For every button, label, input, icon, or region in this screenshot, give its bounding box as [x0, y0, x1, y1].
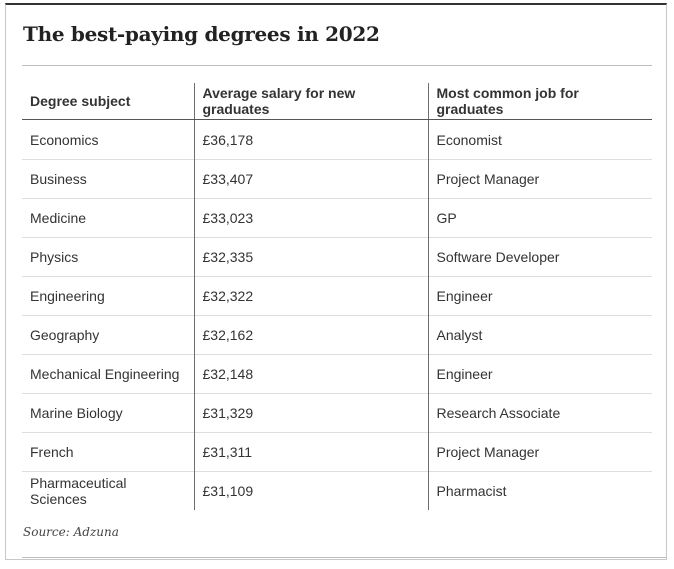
job-cell: GP	[427, 198, 652, 238]
salary-cell: £31,329	[193, 393, 428, 433]
degree-cell: Medicine	[22, 198, 194, 238]
table-row: Economics £36,178 Economist	[22, 119, 652, 160]
job-cell: Engineer	[427, 276, 652, 316]
table-row: Mechanical Engineering £32,148 Engineer	[22, 354, 652, 394]
degree-cell: Geography	[22, 315, 194, 355]
chart-card: The best-paying degrees in 2022 Degree s…	[5, 3, 667, 560]
column-header-salary: Average salary for new graduates	[193, 83, 428, 120]
table-body: Economics £36,178 Economist Business £33,407…	[22, 119, 652, 510]
salary-cell: £32,335	[193, 237, 428, 277]
salary-cell: £36,178	[193, 119, 428, 160]
table-row: Physics £32,335 Software Developer	[22, 237, 652, 277]
job-cell: Project Manager	[427, 159, 652, 199]
job-cell: Pharmacist	[427, 471, 652, 510]
salary-cell: £31,311	[193, 432, 428, 472]
salary-cell: £32,162	[193, 315, 428, 355]
salary-table: Degree subject Average salary for new gr…	[22, 83, 652, 510]
salary-cell: £33,407	[193, 159, 428, 199]
title-divider	[22, 65, 652, 66]
table-row: Medicine £33,023 GP	[22, 198, 652, 238]
table-row: Pharmaceutical Sciences £31,109 Pharmacist	[22, 471, 652, 510]
job-cell: Software Developer	[427, 237, 652, 277]
degree-cell: Pharmaceutical Sciences	[22, 471, 194, 510]
degree-cell: Mechanical Engineering	[22, 354, 194, 394]
bottom-divider	[22, 557, 667, 558]
job-cell: Project Manager	[427, 432, 652, 472]
job-cell: Analyst	[427, 315, 652, 355]
degree-cell: Marine Biology	[22, 393, 194, 433]
salary-cell: £32,148	[193, 354, 428, 394]
table-row: Business £33,407 Project Manager	[22, 159, 652, 199]
table-row: French £31,311 Project Manager	[22, 432, 652, 472]
degree-cell: Business	[22, 159, 194, 199]
job-cell: Research Associate	[427, 393, 652, 433]
degree-cell: French	[22, 432, 194, 472]
column-header-degree: Degree subject	[22, 83, 194, 120]
degree-cell: Engineering	[22, 276, 194, 316]
salary-cell: £33,023	[193, 198, 428, 238]
chart-title: The best-paying degrees in 2022	[23, 22, 380, 46]
degree-cell: Economics	[30, 131, 99, 148]
job-cell: Engineer	[427, 354, 652, 394]
table-row: Engineering £32,322 Engineer	[22, 276, 652, 316]
table-row: Marine Biology £31,329 Research Associate	[22, 393, 652, 433]
job-cell: Economist	[427, 119, 652, 160]
header-row: Degree subject Average salary for new gr…	[22, 83, 652, 120]
salary-cell: £32,322	[193, 276, 428, 316]
column-header-job: Most common job for graduates	[427, 83, 652, 120]
degree-cell: Physics	[22, 237, 194, 277]
salary-cell: £31,109	[193, 471, 428, 510]
table-row: Geography £32,162 Analyst	[22, 315, 652, 355]
source-note: Source: Adzuna	[23, 525, 119, 539]
